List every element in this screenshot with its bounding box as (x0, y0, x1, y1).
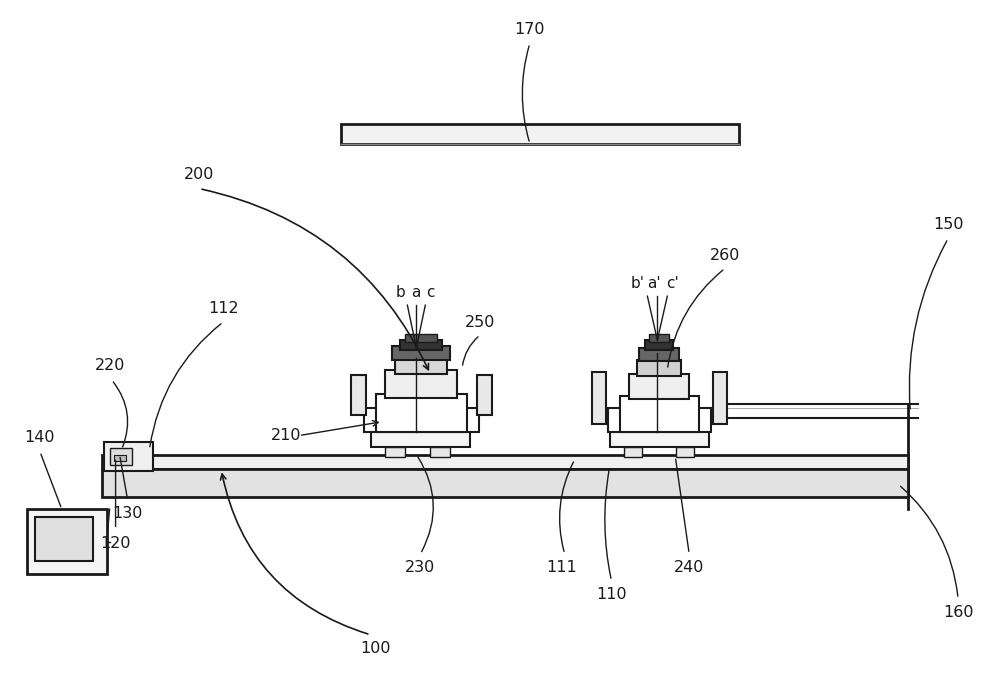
Bar (27, 509, 107, 574)
Bar (110, 447, 132, 466)
Bar (104, 441, 153, 471)
Bar (400, 340, 442, 350)
Bar (371, 430, 470, 447)
Bar (102, 454, 908, 469)
Bar (629, 374, 689, 399)
Bar (713, 372, 727, 424)
Text: c: c (426, 285, 435, 299)
Text: 120: 120 (100, 536, 131, 551)
Bar (608, 407, 711, 432)
Text: 200: 200 (184, 167, 214, 182)
Text: 260: 260 (710, 248, 740, 263)
Bar (392, 346, 450, 360)
Text: a: a (411, 285, 420, 299)
Bar (114, 454, 126, 462)
Text: 240: 240 (674, 559, 704, 574)
Bar (395, 358, 447, 374)
Bar (620, 396, 699, 432)
Bar (649, 334, 669, 342)
Bar (610, 430, 709, 447)
Text: 110: 110 (596, 587, 627, 602)
Bar (592, 372, 606, 424)
Bar (385, 447, 405, 456)
Text: 130: 130 (112, 506, 143, 521)
Bar (624, 447, 642, 456)
Text: 220: 220 (94, 359, 125, 373)
Bar (35, 517, 93, 561)
Text: 150: 150 (933, 217, 963, 232)
Text: 140: 140 (25, 430, 55, 445)
Bar (430, 447, 450, 456)
Text: b': b' (630, 276, 644, 291)
Text: 230: 230 (405, 559, 435, 574)
Bar (645, 340, 673, 350)
Text: 250: 250 (465, 314, 495, 329)
Text: 210: 210 (271, 428, 301, 443)
Text: c': c' (666, 276, 679, 291)
Text: 100: 100 (360, 641, 391, 656)
Bar (364, 407, 479, 432)
Text: 111: 111 (546, 559, 577, 574)
Text: 160: 160 (943, 606, 973, 621)
Text: b: b (396, 285, 405, 299)
Bar (102, 469, 908, 497)
Bar (637, 360, 681, 376)
Bar (351, 375, 366, 415)
Text: 112: 112 (208, 301, 238, 316)
Text: a': a' (648, 276, 661, 291)
Bar (376, 394, 467, 432)
Bar (385, 370, 457, 398)
Bar (676, 447, 694, 456)
Bar (405, 334, 437, 342)
Bar (477, 375, 492, 415)
Bar (341, 124, 739, 144)
Text: 170: 170 (515, 22, 545, 37)
Bar (639, 348, 679, 361)
